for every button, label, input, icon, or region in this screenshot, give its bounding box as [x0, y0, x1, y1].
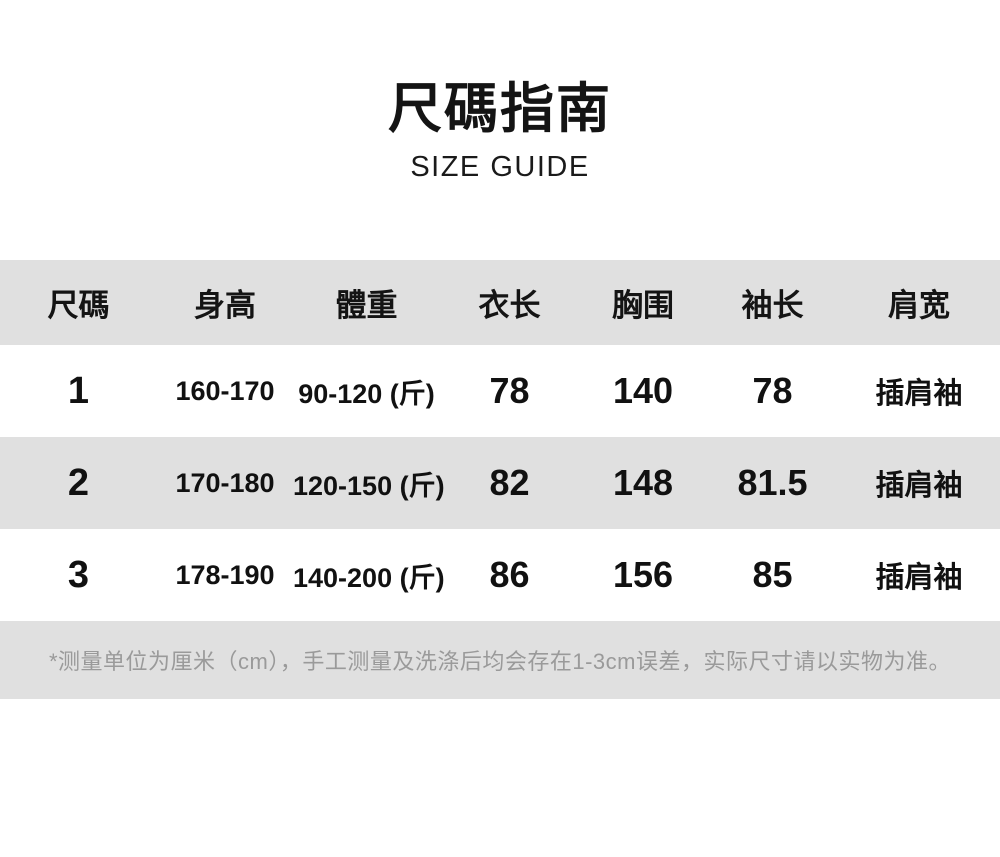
size-table: 尺碼 身高 體重 衣长 胸围 袖长 肩宽 1 160-170 90-120 (斤… — [0, 260, 1000, 622]
header-cell-sleeve-length: 袖长 — [741, 288, 804, 324]
cell-sleeve-length: 81.5 — [737, 462, 808, 504]
header-cell-weight: 體重 — [335, 288, 398, 324]
header-cell-height: 身高 — [194, 288, 256, 324]
table-header-row: 尺碼 身高 體重 衣长 胸围 袖长 肩宽 — [0, 260, 1000, 346]
cell-chest: 140 — [612, 370, 674, 412]
cell-size: 2 — [67, 461, 90, 504]
cell-garment-length: 78 — [489, 370, 530, 412]
header-cell-shoulder-width: 肩宽 — [888, 288, 950, 324]
cell-height: 178-190 — [175, 559, 275, 590]
header-cell-chest: 胸围 — [612, 288, 674, 324]
table-row: 1 160-170 90-120 (斤) 78 140 78 插肩袖 — [0, 345, 1000, 438]
cell-size: 1 — [67, 369, 90, 412]
cell-shoulder-width: 插肩袖 — [875, 562, 963, 595]
cell-shoulder-width: 插肩袖 — [875, 378, 963, 411]
cell-weight: 120-150 (斤) — [293, 470, 445, 501]
page-title: 尺碼指南 — [388, 79, 612, 139]
cell-garment-length: 86 — [489, 554, 530, 596]
cell-size: 3 — [67, 553, 90, 596]
footnote-band: *测量单位为厘米（cm），手工测量及洗涤后均会存在1-3cm误差，实际尺寸请以实… — [0, 621, 1000, 700]
cell-height: 170-180 — [175, 467, 275, 498]
cell-chest: 156 — [612, 554, 674, 596]
cell-chest: 148 — [612, 462, 674, 504]
cell-weight: 140-200 (斤) — [293, 562, 445, 593]
cell-garment-length: 82 — [489, 462, 530, 504]
cell-sleeve-length: 85 — [752, 554, 793, 596]
cell-sleeve-length: 78 — [752, 370, 793, 412]
page-subtitle: SIZE GUIDE — [410, 151, 590, 184]
measurement-disclaimer: *测量单位为厘米（cm），手工测量及洗涤后均会存在1-3cm误差，实际尺寸请以实… — [48, 649, 951, 675]
cell-weight: 90-120 (斤) — [298, 378, 435, 409]
table-row: 3 178-190 140-200 (斤) 86 156 85 插肩袖 — [0, 529, 1000, 622]
cell-height: 160-170 — [175, 375, 275, 406]
header-cell-garment-length: 衣长 — [478, 288, 541, 324]
header-cell-size: 尺碼 — [47, 288, 110, 324]
table-row: 2 170-180 120-150 (斤) 82 148 81.5 插肩袖 — [0, 437, 1000, 530]
cell-shoulder-width: 插肩袖 — [875, 470, 963, 503]
